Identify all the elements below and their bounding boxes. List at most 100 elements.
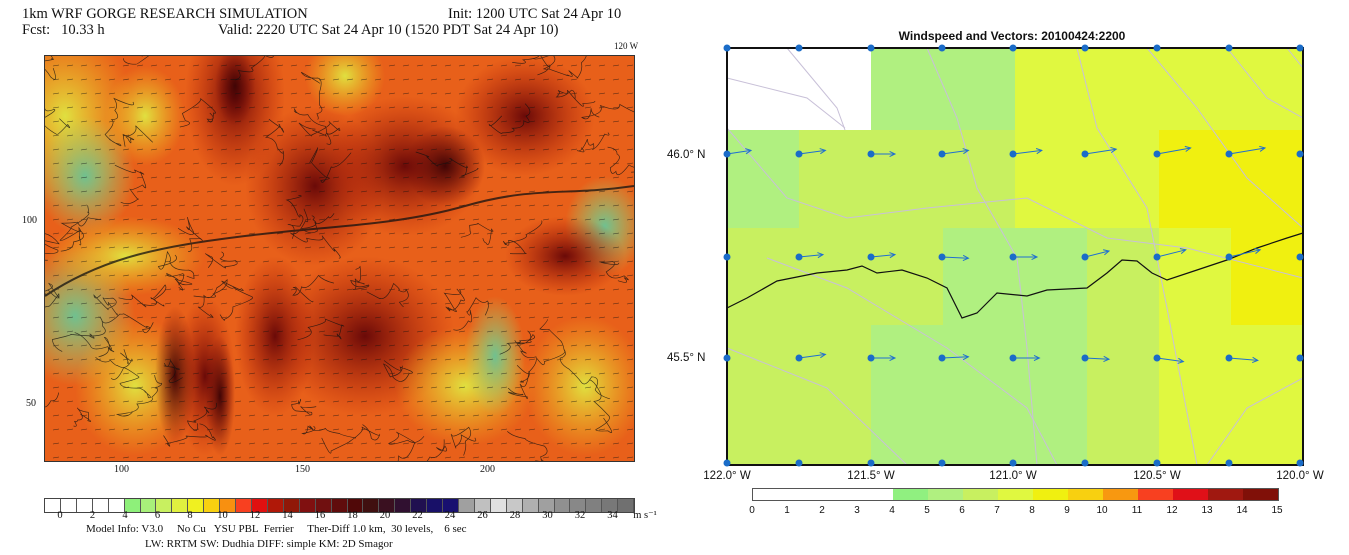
lon-label-122: 122.0° W [703, 470, 751, 482]
wind-barb [514, 428, 522, 431]
wind-barb [612, 386, 620, 389]
wind-barb [486, 176, 494, 179]
wind-barb [542, 456, 550, 459]
wind-barb [570, 78, 578, 81]
wind-barb [500, 78, 508, 81]
wind-barb [486, 442, 494, 445]
wind-barb [206, 120, 214, 123]
wind-barb [570, 190, 578, 193]
wind-barb [80, 400, 88, 403]
wind-barb [626, 92, 634, 95]
wind-barb [514, 330, 522, 333]
wind-barb [542, 92, 550, 95]
wind-barb [150, 302, 158, 305]
x-tick-150: 150 [295, 464, 310, 475]
wind-barb [346, 372, 354, 375]
wind-barb [304, 330, 312, 333]
wind-barb [584, 442, 592, 445]
wind-barb [360, 218, 368, 221]
wind-barb [598, 400, 606, 403]
wind-barb [528, 456, 536, 459]
wind-barb [570, 400, 578, 403]
wind-barb [388, 190, 396, 193]
wind-barb [262, 190, 270, 193]
wind-barb [290, 400, 298, 403]
wind-vector-arrow [1012, 149, 1042, 155]
grid-point [1009, 44, 1017, 52]
wind-barb [192, 274, 200, 277]
wind-barb [192, 344, 200, 347]
wind-barb [430, 316, 438, 319]
wind-barb [542, 246, 550, 249]
arrow-head [1252, 356, 1259, 364]
wind-barb [220, 162, 228, 165]
wind-barb [444, 414, 452, 417]
wind-barb [458, 162, 466, 165]
wind-barb [486, 106, 494, 109]
contour-line [102, 313, 154, 334]
wind-barb [472, 120, 480, 123]
wind-barb [248, 120, 256, 123]
wind-barb [234, 302, 242, 305]
speed-cell [943, 48, 1016, 131]
x-tick-100: 100 [114, 464, 129, 475]
wind-barb [318, 148, 326, 151]
wind-barb [374, 414, 382, 417]
wind-barb [262, 372, 270, 375]
wind-barb [150, 162, 158, 165]
wind-barb [332, 358, 340, 361]
contour-line [122, 125, 153, 147]
wind-barb [570, 120, 578, 123]
wind-barb [612, 134, 620, 137]
wind-barb [220, 190, 228, 193]
wind-barb [206, 442, 214, 445]
wind-barb [360, 386, 368, 389]
wind-barb [52, 106, 60, 109]
wind-barb [444, 274, 452, 277]
wind-barb [528, 274, 536, 277]
wind-barb [346, 358, 354, 361]
wind-vector-arrow [870, 254, 896, 258]
wind-barb [122, 148, 130, 151]
colorbar-label: 2 [89, 510, 96, 521]
wind-barb [444, 106, 452, 109]
wind-barb [430, 330, 438, 333]
wind-barb [122, 232, 130, 235]
colorbar-swatch [363, 499, 380, 512]
wind-barb [626, 400, 634, 403]
wind-barb [234, 232, 242, 235]
wind-barb [570, 204, 578, 207]
wind-barb [248, 190, 256, 193]
wind-barb [542, 64, 550, 67]
colorbar-swatch [998, 489, 1033, 500]
wind-barb [514, 148, 522, 151]
wind-barb [500, 400, 508, 403]
wind-barb [486, 372, 494, 375]
wind-barb [122, 288, 130, 291]
wind-barb [192, 246, 200, 249]
wind-barb [374, 78, 382, 81]
wind-barb [444, 442, 452, 445]
left-colorbar [44, 498, 635, 513]
wind-barb [318, 78, 326, 81]
arrow-head [889, 354, 897, 362]
grid-point [723, 44, 731, 52]
wind-barb [570, 456, 578, 459]
wind-barb [556, 92, 564, 95]
wind-barb [150, 134, 158, 137]
wind-barb [598, 330, 606, 333]
grid-point [795, 459, 803, 467]
wind-barb [374, 148, 382, 151]
wind-barb [514, 358, 522, 361]
wind-barb [150, 78, 158, 81]
wind-barb [304, 400, 312, 403]
grid-point [1081, 150, 1089, 158]
wind-barb [192, 414, 200, 417]
arrow-head [819, 352, 827, 359]
wind-barb [52, 162, 60, 165]
wind-barb [374, 176, 382, 179]
wind-barb [612, 78, 620, 81]
wind-barb [318, 246, 326, 249]
wind-barb [612, 148, 620, 151]
wind-barb [570, 106, 578, 109]
